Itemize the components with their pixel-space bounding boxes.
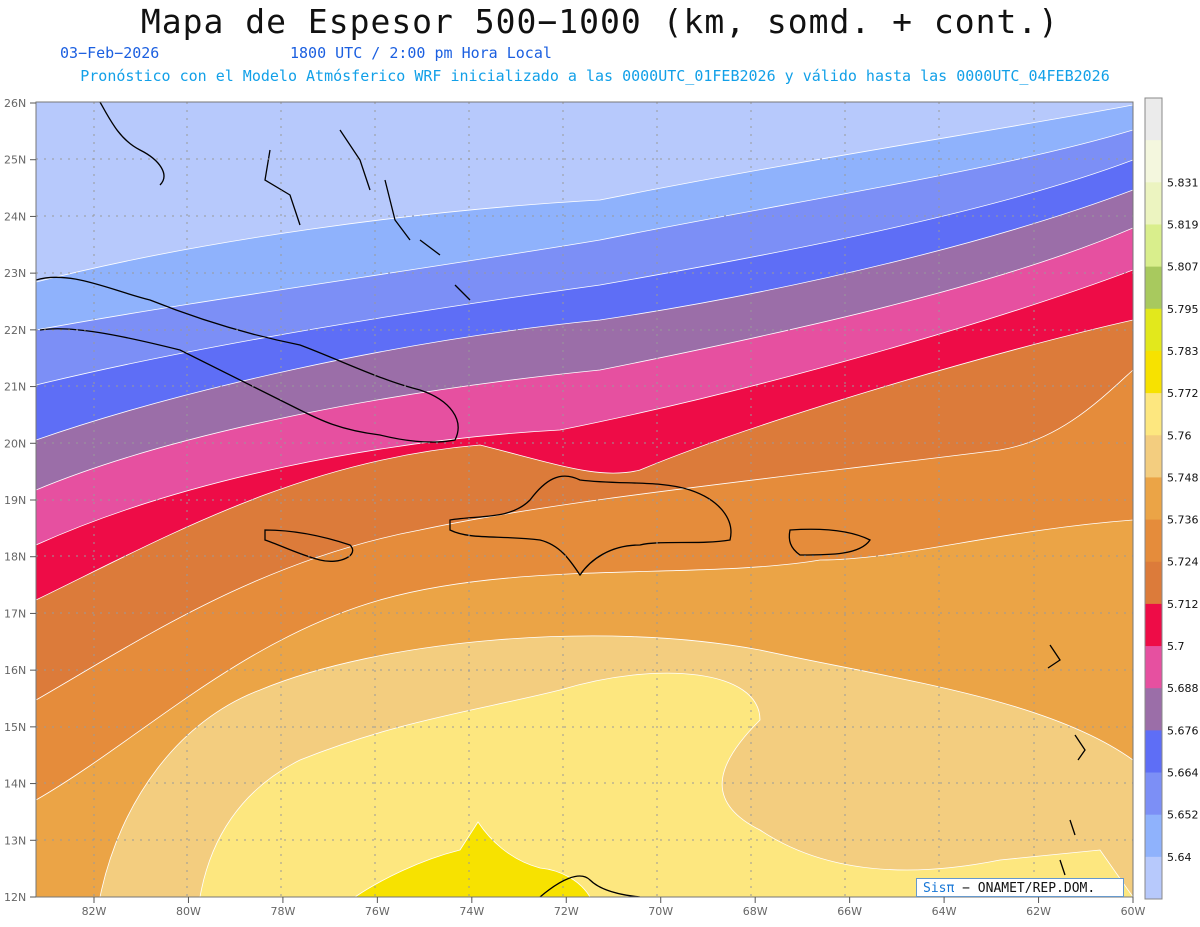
colorbar-label: 5.736: [1167, 514, 1199, 527]
colorbar-swatch: [1145, 646, 1162, 689]
colorbar-swatch: [1145, 224, 1162, 268]
colorbar-swatch: [1145, 393, 1162, 436]
colorbar-label: 5.795: [1167, 303, 1199, 316]
lon-tick-label: 80W: [176, 905, 201, 918]
colorbar-label: 5.652: [1167, 809, 1199, 822]
bahamas-islands: [264, 129, 471, 301]
lat-tick-label: 12N: [4, 891, 26, 904]
colorbar-label: 5.783: [1167, 345, 1199, 358]
date-label: 03−Feb−2026: [60, 44, 160, 62]
puerto-rico-coast: [788, 528, 871, 556]
colorbar-label: 5.748: [1167, 471, 1199, 484]
colorbar-label: 5.807: [1167, 261, 1199, 274]
lon-tick-label: 68W: [743, 905, 768, 918]
cuba-coast: [36, 276, 459, 443]
colorbar-swatch: [1145, 730, 1162, 774]
jamaica-coast: [264, 529, 354, 562]
lat-tick-label: 26N: [4, 97, 26, 110]
lon-tick-label: 64W: [932, 905, 957, 918]
lat-tick-label: 19N: [4, 494, 26, 507]
time-label: 1800 UTC / 2:00 pm Hora Local: [290, 44, 552, 62]
colorbar-swatch: [1145, 266, 1162, 310]
colorbar-label: 5.676: [1167, 724, 1199, 737]
colorbar-label: 5.76: [1167, 429, 1192, 442]
lat-tick-label: 25N: [4, 154, 26, 167]
lon-tick-label: 60W: [1121, 905, 1146, 918]
map-title: Mapa de Espesor 500−1000 (km, somd. + co…: [140, 2, 1060, 41]
lon-tick-label: 76W: [365, 905, 390, 918]
colorbar-swatch: [1145, 772, 1162, 816]
lon-tick-label: 78W: [270, 905, 295, 918]
colorbar-swatch: [1145, 561, 1162, 605]
brand-label: Sisπ: [923, 881, 955, 896]
lat-tick-label: 22N: [4, 324, 26, 337]
lat-tick-label: 23N: [4, 267, 26, 280]
lat-tick-label: 20N: [4, 437, 26, 450]
lat-tick-label: 18N: [4, 551, 26, 564]
colorbar-swatch: [1145, 814, 1162, 858]
colorbar-label: 5.7: [1167, 640, 1185, 653]
colorbar-swatch: [1145, 519, 1162, 563]
lat-tick-label: 13N: [4, 834, 26, 847]
lat-tick-label: 14N: [4, 778, 26, 791]
south-america-coast: [539, 875, 641, 897]
lon-tick-label: 82W: [82, 905, 107, 918]
colorbar-swatch: [1145, 350, 1162, 394]
colorbar-swatch: [1145, 435, 1162, 478]
credit-box: Sisπ − ONAMET/REP.DOM.: [916, 878, 1124, 897]
colorbar-swatch: [1145, 182, 1162, 225]
colorbar-label: 5.64: [1167, 851, 1192, 864]
lon-tick-label: 70W: [648, 905, 673, 918]
forecast-info: Pronóstico con el Modelo Atmósferico WRF…: [80, 67, 1110, 85]
lon-tick-label: 62W: [1026, 905, 1051, 918]
colorbar-frame: [1144, 97, 1163, 900]
colorbar-swatch: [1145, 603, 1162, 647]
colorbar-label: 5.772: [1167, 387, 1199, 400]
colorbar: 5.831 5.819 5.807 5.795 5.783 5.772 5.76 5.748 5…: [1144, 97, 1199, 900]
colorbar-label: 5.664: [1167, 767, 1199, 780]
latitude-axis: 26N 25N 24N 23N 22N 21N 20N 19N 18N 17N 16N 15N 14N 1…: [4, 97, 36, 904]
colorbar-swatch: [1145, 856, 1162, 900]
hispaniola-coast: [449, 475, 732, 577]
band-5.76: [199, 672, 1133, 897]
lon-tick-label: 72W: [554, 905, 579, 918]
lon-tick-label: 74W: [459, 905, 484, 918]
colorbar-swatch: [1145, 477, 1162, 521]
lat-tick-label: 17N: [4, 607, 26, 620]
contour-bands: [36, 102, 1133, 897]
lon-tick-label: 66W: [837, 905, 862, 918]
colorbar-swatch: [1145, 140, 1162, 183]
colorbar-label: 5.712: [1167, 598, 1199, 611]
colorbar-label: 5.831: [1167, 176, 1199, 189]
longitude-axis: 82W 80W 78W 76W 74W 72W 70W 68W 66W 64W 62W 60W: [82, 897, 1146, 918]
lat-tick-label: 15N: [4, 721, 26, 734]
lat-tick-label: 21N: [4, 381, 26, 394]
colorbar-label: 5.724: [1167, 556, 1199, 569]
florida-coast: [99, 102, 165, 186]
colorbar-label: 5.819: [1167, 218, 1199, 231]
colorbar-swatch: [1145, 98, 1162, 141]
lesser-antilles: [1047, 644, 1086, 876]
credit-label: − ONAMET/REP.DOM.: [954, 881, 1096, 896]
colorbar-swatch: [1145, 688, 1162, 731]
lat-tick-label: 24N: [4, 210, 26, 223]
colorbar-label: 5.688: [1167, 682, 1199, 695]
lat-tick-label: 16N: [4, 664, 26, 677]
colorbar-swatch: [1145, 308, 1162, 352]
coastlines: [36, 102, 1086, 897]
